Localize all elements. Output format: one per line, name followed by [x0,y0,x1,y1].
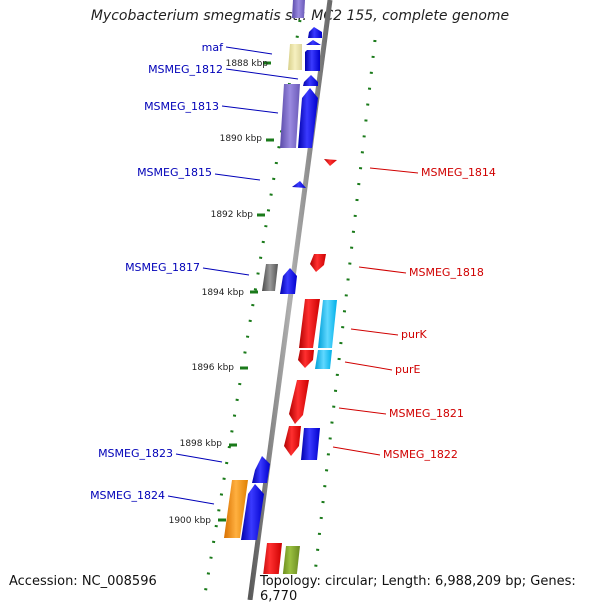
gene-arrowhead[interactable] [306,40,321,45]
gene-label-msmeg-1822[interactable]: MSMEG_1822 [383,448,458,461]
tick-label-1900: 1900 kbp [169,516,212,526]
gene-msmeg-1824[interactable] [224,480,248,538]
gene-maf[interactable] [288,44,302,70]
tick-label-1898: 1898 kbp [180,439,223,449]
gene-label-msmeg-1823[interactable]: MSMEG_1823 [98,447,173,460]
gene-msmeg-1813-cds[interactable] [298,88,318,148]
gene-pure-red[interactable] [298,350,314,368]
tick-marks [218,61,274,522]
genome-summary: Topology: circular; Length: 6,988,209 bp… [259,574,600,604]
gene-msmeg-1815[interactable] [292,181,306,188]
gene-msmeg-1822-red[interactable] [284,426,301,456]
gene-label-pure[interactable]: purE [395,363,420,376]
tick-label-1888: 1888 kbp [226,59,269,69]
gene-msmeg-1817-cds[interactable] [280,268,297,294]
gene-msmeg-1813[interactable] [280,84,300,148]
tick-label-1890: 1890 kbp [220,134,263,144]
gene-label-msmeg-1824[interactable]: MSMEG_1824 [90,489,165,502]
gene-label-msmeg-1812[interactable]: MSMEG_1812 [148,63,223,76]
gene-label-msmeg-1815[interactable]: MSMEG_1815 [137,166,212,179]
left-leader-lines [167,46,299,505]
gene-msmeg-1818[interactable] [310,254,326,272]
gene-msmeg-1823[interactable] [252,456,270,483]
gene-purk[interactable] [318,300,337,348]
tick-label-1896: 1896 kbp [192,363,235,373]
gene-msmeg-1812[interactable] [303,75,318,86]
gene-label-maf[interactable]: maf [202,41,224,54]
tick-label-1892: 1892 kbp [211,210,254,220]
gene-top-partial-purple[interactable] [292,0,305,18]
gene-msmeg-1821[interactable] [289,380,309,424]
gene-msmeg-1824-cds[interactable] [241,484,264,540]
tick-label-1894: 1894 kbp [202,288,245,298]
right-leader-lines [332,167,419,456]
gene-label-purk[interactable]: purK [401,328,427,341]
gene-top-partial-blue[interactable] [308,27,322,38]
gene-label-msmeg-1818[interactable]: MSMEG_1818 [409,266,484,279]
gene-label-msmeg-1814[interactable]: MSMEG_1814 [421,166,496,179]
gene-msmeg-1817[interactable] [262,264,278,291]
gene-label-msmeg-1821[interactable]: MSMEG_1821 [389,407,464,420]
gene-label-msmeg-1817[interactable]: MSMEG_1817 [125,261,200,274]
gene-purk-red[interactable] [299,299,320,348]
accession-label: Accession: NC_008596 [8,574,158,589]
gene-msmeg-1822[interactable] [301,428,320,460]
gene-label-msmeg-1813[interactable]: MSMEG_1813 [144,100,219,113]
gene-msmeg-1814[interactable] [324,159,337,166]
gene-maf-adjacent[interactable] [305,50,320,71]
gene-pure[interactable] [315,350,332,369]
